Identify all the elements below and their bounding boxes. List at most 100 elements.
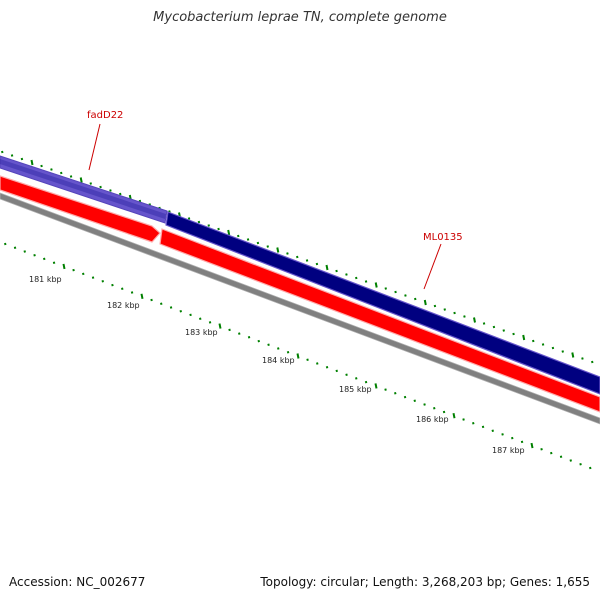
inner-minor-tick [150,298,153,302]
inner-minor-tick [325,365,329,369]
outer-minor-tick [591,360,594,364]
inner-minor-tick [72,268,75,272]
inner-minor-tick [559,455,563,459]
outer-minor-tick [532,339,535,343]
outer-tick-marks [1,150,594,364]
inner-minor-tick [160,302,163,305]
inner-minor-tick [335,369,338,373]
inner-major-tick [296,353,300,359]
outer-minor-tick [207,224,210,227]
inner-minor-tick [23,250,26,253]
inner-minor-tick [413,399,416,403]
gene-label-ML0135[interactable]: ML0135 [423,232,463,243]
outer-minor-tick [256,241,260,245]
inner-minor-tick [491,429,494,432]
outer-major-tick [522,334,526,341]
gene-label-fadD22[interactable]: fadD22 [87,110,123,121]
outer-minor-tick [109,189,112,192]
inner-minor-tick [550,451,553,455]
inner-minor-tick [13,246,17,249]
inner-minor-tick [286,351,290,354]
inner-minor-tick [472,421,475,425]
outer-major-tick [30,159,34,166]
outer-minor-tick [50,168,53,171]
inner-minor-tick [501,433,504,436]
inner-minor-tick [130,291,134,294]
outer-minor-tick [492,325,496,329]
gene-fadD22-forward-feature[interactable] [0,155,168,224]
inner-minor-tick [579,463,582,466]
outer-minor-tick [305,259,309,262]
inner-minor-tick [442,410,446,414]
inner-minor-tick [569,459,572,462]
outer-major-tick [571,352,575,358]
gene-label-ML0135-group[interactable]: ML0135 [423,232,463,290]
outer-minor-tick [99,185,102,189]
gene-ML0135-forward-feature[interactable] [165,211,600,395]
outer-minor-tick [89,182,92,185]
inner-minor-tick [589,466,592,470]
scale-label-187: 187 kbp [492,446,525,455]
inner-minor-tick [364,380,368,384]
inner-minor-tick [433,407,436,410]
outer-minor-tick [1,150,4,154]
inner-minor-tick [355,377,358,380]
inner-tick-marks [4,242,592,470]
outer-minor-tick [404,294,407,297]
scale-label-182: 182 kbp [107,301,140,310]
inner-minor-tick [511,436,514,440]
inner-minor-tick [189,313,192,317]
outer-minor-tick [581,357,584,360]
outer-minor-tick [443,308,446,311]
inner-minor-tick [82,272,85,276]
outer-minor-tick [286,252,289,255]
outer-minor-tick [453,311,456,315]
gene-reverse-feature-1[interactable] [0,175,161,243]
scale-label-185: 185 kbp [339,385,372,394]
inner-major-tick [452,413,456,419]
outer-minor-tick [463,315,466,318]
outer-minor-tick [394,290,397,294]
outer-minor-tick [315,262,319,266]
inner-minor-tick [277,347,280,350]
outer-minor-tick [512,332,515,336]
inner-minor-tick [540,448,543,451]
inner-minor-tick [33,253,36,257]
outer-minor-tick [335,269,338,273]
inner-minor-tick [199,317,202,320]
scale-label-184: 184 kbp [262,356,295,365]
outer-minor-tick [60,171,63,175]
inner-major-tick [62,263,66,270]
scale-label-186: 186 kbp [416,415,449,424]
inner-minor-tick [257,339,260,343]
outer-minor-tick [187,217,191,220]
inner-minor-tick [43,257,46,261]
outer-major-tick [227,229,231,236]
outer-minor-tick [69,175,73,178]
gene-reverse-feature-2[interactable] [159,228,600,413]
outer-minor-tick [197,220,201,224]
outer-minor-tick [502,329,505,332]
inner-major-tick [218,323,222,329]
gene-label-fadD22-group[interactable]: fadD22 [87,110,123,171]
map-title: Mycobacterium leprae TN, complete genome [153,10,447,25]
inner-minor-tick [121,287,124,291]
inner-minor-tick [394,392,397,395]
inner-minor-tick [267,343,270,347]
outer-minor-tick [20,157,24,161]
outer-major-tick [79,177,83,183]
fadD22-leader-line [88,123,101,171]
outer-major-tick [276,247,280,253]
inner-minor-tick [169,306,173,309]
inner-minor-tick [316,362,319,365]
outer-major-tick [423,299,427,306]
inner-major-tick [530,442,534,449]
outer-minor-tick [433,304,437,308]
genome-backbone [0,192,600,425]
outer-minor-tick [482,322,486,325]
scale-labels: 181 kbp 182 kbp 183 kbp 184 kbp 185 kbp … [29,275,525,455]
outer-minor-tick [364,280,368,283]
outer-minor-tick [217,227,220,231]
outer-major-tick [325,264,329,271]
